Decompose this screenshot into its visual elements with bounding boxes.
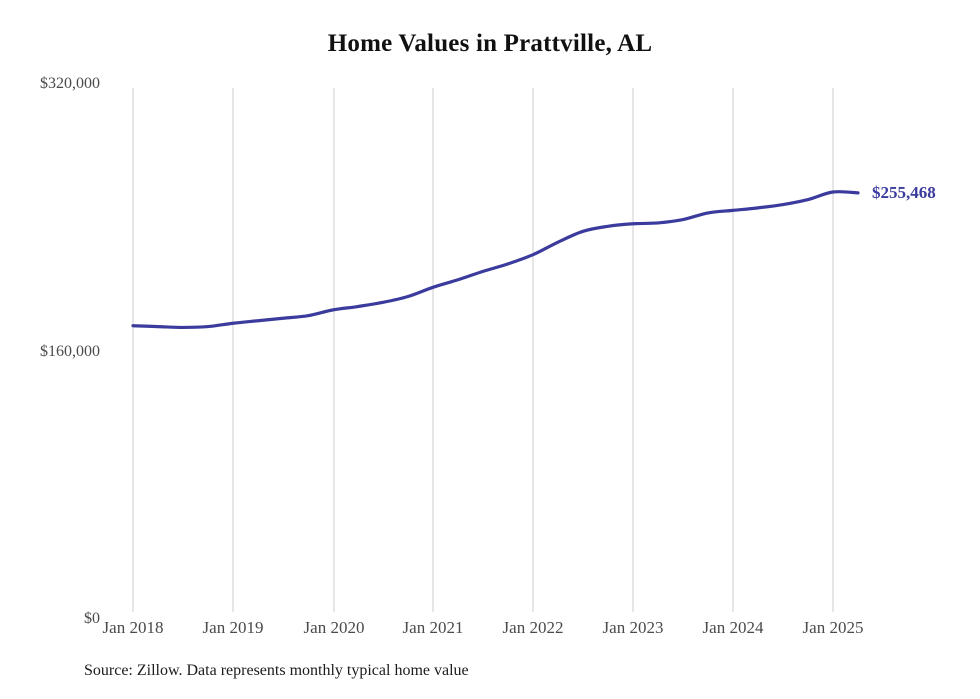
y-axis-tick-label: $160,000 (40, 342, 100, 360)
x-axis-tick-label: Jan 2020 (303, 618, 365, 637)
x-axis-tick-label: Jan 2024 (702, 618, 764, 637)
y-axis-tick-label: $320,000 (40, 75, 100, 92)
x-axis-tick-label: Jan 2022 (502, 618, 564, 637)
end-value-label: $255,468 (872, 182, 936, 202)
source-note: Source: Zillow. Data represents monthly … (84, 662, 469, 679)
x-axis-tick-label: Jan 2023 (602, 618, 664, 637)
chart-title: Home Values in Prattville, AL (327, 30, 653, 57)
x-axis-tick-label: Jan 2025 (802, 618, 864, 637)
gridlines (132, 88, 834, 612)
x-axis-tick-label: Jan 2019 (202, 618, 264, 637)
y-axis-tick-label: $0 (84, 610, 100, 627)
x-axis-tick-label: Jan 2018 (102, 618, 164, 637)
home-value-line (131, 190, 860, 330)
x-axis-tick-label: Jan 2021 (402, 618, 464, 637)
